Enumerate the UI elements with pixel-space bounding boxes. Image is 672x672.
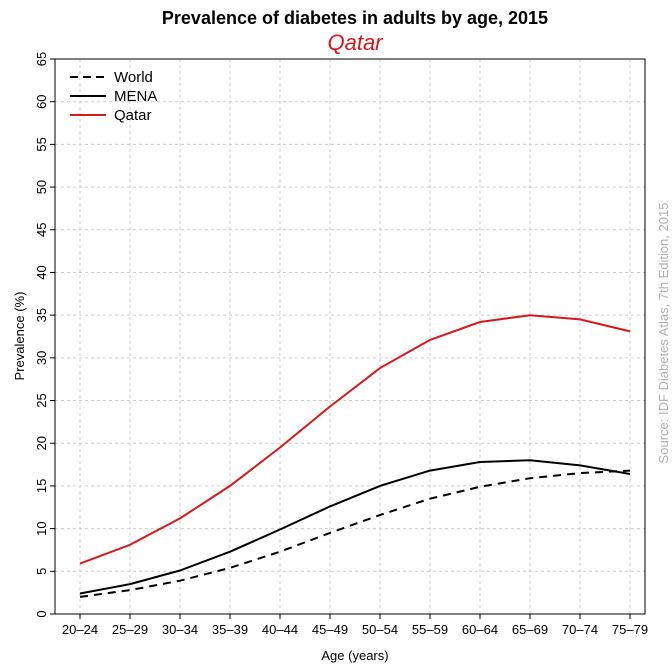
y-axis-label: Prevalence (%) [12,292,27,381]
legend: World MENA Qatar [70,69,157,124]
chart-title: Prevalence of diabetes in adults by age,… [162,8,548,28]
y-tick-label: 25 [34,393,49,407]
x-axis: 20–24 25–29 30–34 35–39 40–44 45–49 50–54 55–59… [62,614,648,637]
legend-label-world: World [114,69,153,86]
x-tick-label: 65–69 [512,622,548,637]
chart-subtitle: Qatar [327,30,384,55]
series-lines [79,314,631,598]
x-tick-label: 70–74 [562,622,598,637]
x-tick-label: 40–44 [262,622,298,637]
x-tick-label: 75–79 [612,622,648,637]
y-tick-label: 5 [34,568,49,575]
x-tick-label: 20–24 [62,622,98,637]
x-tick-label: 50–54 [362,622,398,637]
x-axis-label: Age (years) [321,648,388,663]
x-tick-label: 30–34 [162,622,198,637]
x-tick-label: 25–29 [112,622,148,637]
series-line-mena [79,459,631,595]
y-tick-label: 0 [34,610,49,617]
series-line-qatar [79,314,631,565]
y-tick-label: 45 [34,223,49,237]
plot-frame [54,58,646,615]
y-tick-label: 65 [34,52,49,66]
y-tick-label: 40 [34,265,49,279]
y-tick-label: 15 [34,479,49,493]
y-axis: 0 5 10 15 20 25 30 35 40 45 50 55 60 65 [34,52,55,618]
y-tick-label: 35 [34,308,49,322]
source-note: Source: IDF Diabetes Atlas, 7th Edition,… [656,203,671,464]
x-tick-label: 60–64 [462,622,498,637]
y-tick-label: 50 [34,180,49,194]
y-tick-label: 30 [34,351,49,365]
x-tick-label: 55–59 [412,622,448,637]
series-line-world [79,469,631,598]
legend-label-qatar: Qatar [114,107,152,124]
y-tick-label: 55 [34,137,49,151]
x-tick-label: 45–49 [312,622,348,637]
y-tick-label: 60 [34,94,49,108]
x-tick-label: 35–39 [212,622,248,637]
y-tick-label: 10 [34,521,49,535]
y-tick-label: 20 [34,436,49,450]
legend-label-mena: MENA [114,88,157,105]
grid [55,59,645,614]
